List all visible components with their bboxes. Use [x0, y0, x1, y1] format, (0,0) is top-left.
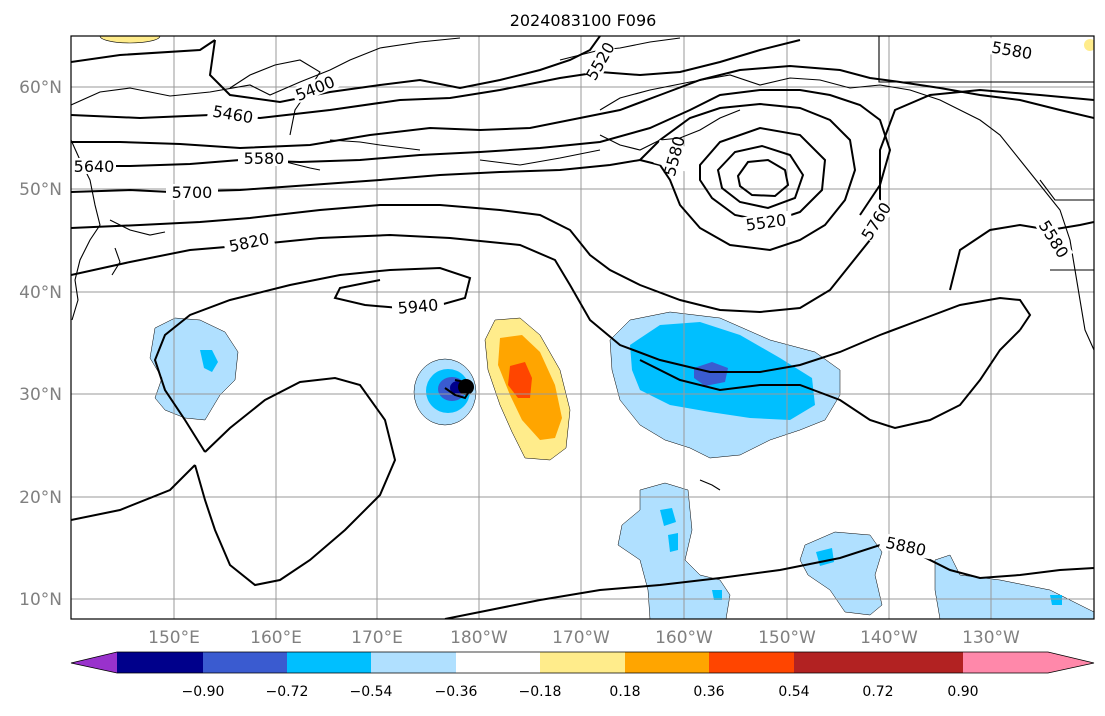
anomaly-patch	[99, 36, 161, 44]
anomaly-patch	[1050, 595, 1062, 605]
colorbar-tick-label: −0.72	[266, 684, 309, 700]
lon-label: 150°E	[148, 628, 200, 648]
colorbar-segment	[625, 652, 709, 673]
contour-line	[736, 158, 790, 198]
contour-label: 5700	[172, 183, 213, 202]
colorbar-segment	[287, 652, 371, 673]
colorbar-outline	[70, 651, 1095, 674]
colorbar-tick-label: 0.36	[693, 684, 724, 700]
map-area	[71, 36, 1094, 619]
lat-label: 10°N	[19, 590, 62, 610]
anomaly-patch	[694, 362, 728, 386]
contour-line	[444, 379, 472, 400]
contour-line	[71, 159, 641, 194]
lon-label: 140°W	[860, 628, 918, 648]
lat-label: 40°N	[19, 283, 62, 303]
lon-label: 150°W	[758, 628, 816, 648]
contour-line	[153, 266, 472, 453]
colorbar-tick-label: 0.72	[862, 684, 893, 700]
latitude-labels: 60°N 50°N 40°N 30°N 20°N 10°N	[19, 78, 62, 610]
colorbar-segment	[878, 652, 963, 673]
anomaly-patch	[1084, 39, 1094, 51]
contour-line	[699, 126, 827, 224]
longitude-labels: 150°E 160°E 170°E 180°W 170°W 160°W 150°…	[148, 628, 1020, 648]
contour-line	[949, 221, 1094, 291]
colorbar-segment	[794, 652, 878, 673]
lon-label: 180°W	[450, 628, 508, 648]
anomaly-patch	[668, 533, 678, 552]
anomaly-patch	[712, 590, 722, 600]
colorbar-tick-label: −0.90	[182, 684, 225, 700]
contour-line	[71, 39, 216, 63]
colorbar-ticks: −0.90 −0.72 −0.54 −0.36 −0.18 0.18 0.36 …	[182, 684, 979, 700]
colorbar-tick-label: −0.36	[435, 684, 478, 700]
contour-line	[71, 88, 1094, 314]
contour-label-boxes	[71, 37, 1074, 560]
colorbar	[70, 651, 1095, 674]
figure-title: 2024083100 F096	[510, 11, 657, 30]
colorbar-segment	[203, 652, 287, 673]
contour-line	[71, 64, 1094, 150]
colorbar-tick-label: 0.18	[609, 684, 640, 700]
lat-label: 20°N	[19, 488, 62, 508]
anomaly-patch	[200, 350, 218, 372]
contour-label: 5640	[74, 157, 115, 176]
colorbar-segment	[709, 652, 794, 673]
lat-label: 50°N	[19, 180, 62, 200]
map-frame	[70, 35, 1095, 620]
anomaly-patch	[660, 508, 676, 526]
contour-line	[71, 464, 196, 521]
contour-line	[208, 36, 601, 104]
contour-line	[716, 144, 805, 210]
contour-line	[444, 543, 1094, 619]
lon-label: 170°W	[552, 628, 610, 648]
colorbar-segment	[456, 652, 540, 673]
lon-label: 130°W	[962, 628, 1020, 648]
contour-label: 5580	[244, 149, 285, 168]
contour-line	[194, 376, 397, 587]
contour-label: 5940	[397, 295, 439, 317]
anomaly-patch	[508, 362, 532, 398]
colorbar-arrow-right	[963, 652, 1094, 673]
contour-line	[639, 102, 857, 252]
contour-line	[71, 233, 1032, 373]
colorbar-segment	[117, 652, 203, 673]
lon-label: 170°E	[351, 628, 403, 648]
lat-label: 30°N	[19, 385, 62, 405]
lon-label: 160°E	[250, 628, 302, 648]
colorbar-tick-label: −0.54	[350, 684, 393, 700]
colorbar-segment	[540, 652, 625, 673]
contour-line	[639, 329, 1021, 430]
colorbar-arrow-left	[71, 652, 117, 673]
colorbar-tick-label: 0.54	[778, 684, 809, 700]
colorbar-tick-label: 0.90	[947, 684, 978, 700]
colorbar-tick-label: −0.18	[519, 684, 562, 700]
lon-label: 160°W	[655, 628, 713, 648]
lat-label: 60°N	[19, 78, 62, 98]
colorbar-segment	[371, 652, 456, 673]
